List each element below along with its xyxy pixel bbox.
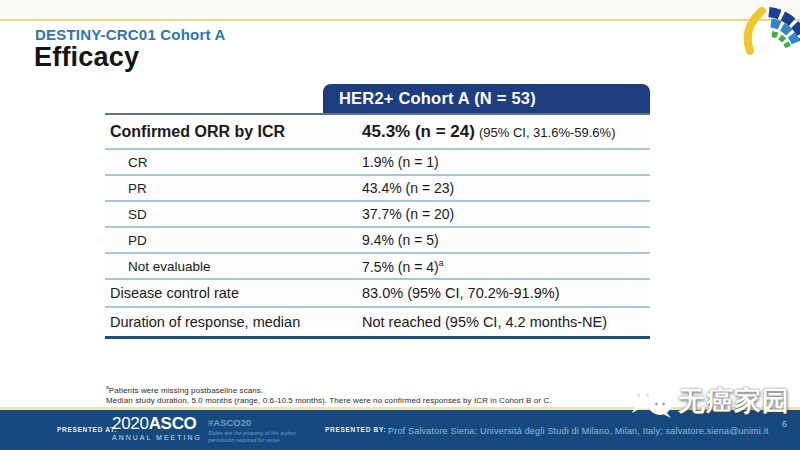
- row-value-sup: a: [439, 258, 444, 268]
- page-title: Efficacy: [34, 42, 139, 73]
- table-row-cr: CR 1.9% (n = 1): [105, 150, 650, 176]
- meeting-org: ASCO: [149, 414, 197, 433]
- row-value: 9.4% (n = 5): [342, 232, 650, 248]
- asco-meeting-lockup: 2020ASCO ANNUAL MEETING: [112, 415, 202, 441]
- row-value-ci: (95% CI, 31.6%-59.6%): [479, 125, 616, 140]
- table-rows: Confirmed ORR by ICR 45.3% (n = 24) (95% …: [105, 113, 650, 339]
- presented-at-label: PRESENTED AT:: [57, 426, 117, 433]
- row-label: PD: [105, 233, 342, 248]
- row-label: Duration of response, median: [105, 314, 342, 330]
- hashtag: #ASCO20: [208, 417, 297, 428]
- footnote-duration: Median study duration, 5.0 months (range…: [106, 396, 552, 406]
- meeting-name: 2020ASCO: [112, 415, 202, 432]
- permission-line-2: permission required for reuse.: [208, 437, 297, 444]
- row-value: 43.4% (n = 23): [342, 180, 650, 196]
- asco-logo-icon: [736, 4, 800, 56]
- efficacy-table: HER2+ Cohort A (N = 53) Confirmed ORR by…: [105, 84, 650, 339]
- table-header-box: HER2+ Cohort A (N = 53): [323, 84, 650, 113]
- table-row-dor: Duration of response, median Not reached…: [105, 308, 650, 336]
- row-label: Disease control rate: [105, 285, 342, 301]
- row-value: 37.7% (n = 20): [342, 206, 650, 222]
- page-number: 6: [782, 419, 787, 429]
- footnote-scans: aPatients were missing postbaseline scan…: [106, 383, 552, 396]
- row-label: SD: [105, 207, 342, 222]
- table-row-orr: Confirmed ORR by ICR 45.3% (n = 24) (95% …: [105, 115, 650, 150]
- row-value: 1.9% (n = 1): [342, 154, 650, 170]
- permission-note: Slides are the property of the author, p…: [208, 430, 297, 443]
- row-label: Not evaluable: [105, 259, 342, 274]
- row-value: 45.3% (n = 24) (95% CI, 31.6%-59.6%): [342, 122, 650, 142]
- table-header-label: HER2+ Cohort A (N = 53): [339, 89, 536, 107]
- slide: { "slide": { "kicker": "DESTINY-CRC01 Co…: [0, 0, 800, 450]
- hashtag-block: #ASCO20 Slides are the property of the a…: [208, 417, 297, 443]
- meeting-year: 2020: [112, 414, 149, 433]
- footnote-scans-text: Patients were missing postbaseline scans…: [109, 386, 263, 395]
- row-label: Confirmed ORR by ICR: [105, 123, 342, 141]
- row-label: PR: [105, 181, 342, 196]
- watermark-text: 无癌家园: [678, 383, 790, 419]
- top-gold-rule: [0, 0, 800, 21]
- slide-kicker: DESTINY-CRC01 Cohort A: [35, 26, 226, 43]
- meeting-subtitle: ANNUAL MEETING: [112, 434, 202, 441]
- row-value: 7.5% (n = 4)a: [342, 258, 650, 275]
- table-row-pd: PD 9.4% (n = 5): [105, 228, 650, 254]
- permission-line-1: Slides are the property of the author,: [208, 430, 297, 437]
- row-label: CR: [105, 155, 342, 170]
- footnotes: aPatients were missing postbaseline scan…: [106, 383, 552, 406]
- row-value: 83.0% (95% CI, 70.2%-91.9%): [342, 285, 650, 301]
- presenter-credit: Prof Salvatore Siena; Università degli S…: [388, 426, 769, 436]
- table-row-sd: SD 37.7% (n = 20): [105, 202, 650, 228]
- presented-by-label: PRESENTED BY:: [325, 426, 386, 433]
- row-value: Not reached (95% CI, 4.2 months-NE): [342, 314, 650, 330]
- row-value-main: 7.5% (n = 4): [362, 258, 439, 274]
- table-row-pr: PR 43.4% (n = 23): [105, 176, 650, 202]
- watermark: 无癌家园: [627, 383, 790, 419]
- table-row-dcr: Disease control rate 83.0% (95% CI, 70.2…: [105, 280, 650, 308]
- wechat-icon: [627, 383, 673, 419]
- table-row-not-evaluable: Not evaluable 7.5% (n = 4)a: [105, 254, 650, 280]
- row-value-main: 45.3% (n = 24): [362, 122, 475, 141]
